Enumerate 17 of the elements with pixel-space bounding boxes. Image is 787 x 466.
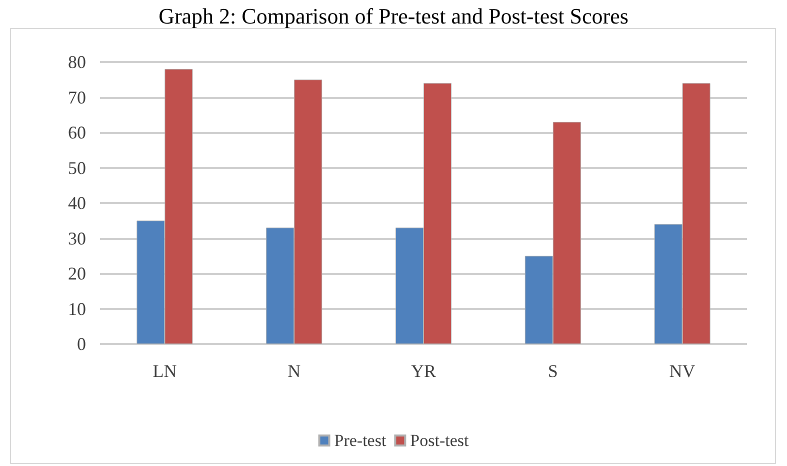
x-tick-label: S: [548, 361, 558, 381]
x-tick-label: LN: [152, 361, 177, 381]
x-tick-label: N: [288, 361, 301, 381]
y-tick-label: 0: [77, 334, 86, 354]
y-tick-label: 60: [68, 122, 86, 142]
y-tick-label: 70: [68, 87, 86, 108]
y-tick-label: 80: [68, 52, 86, 72]
legend-label: Pre-test: [334, 431, 386, 450]
chart-title: Graph 2: Comparison of Pre-test and Post-test Scores: [158, 4, 628, 28]
y-tick-label: 30: [68, 228, 86, 248]
y-tick-label: 50: [68, 158, 86, 178]
y-tick-label: 20: [68, 264, 86, 284]
y-tick-label: 10: [68, 298, 86, 319]
x-tick-label: YR: [410, 361, 436, 381]
y-tick-label: 40: [68, 193, 86, 213]
x-tick-label: NV: [669, 361, 696, 381]
legend-label: Post-test: [410, 431, 470, 450]
